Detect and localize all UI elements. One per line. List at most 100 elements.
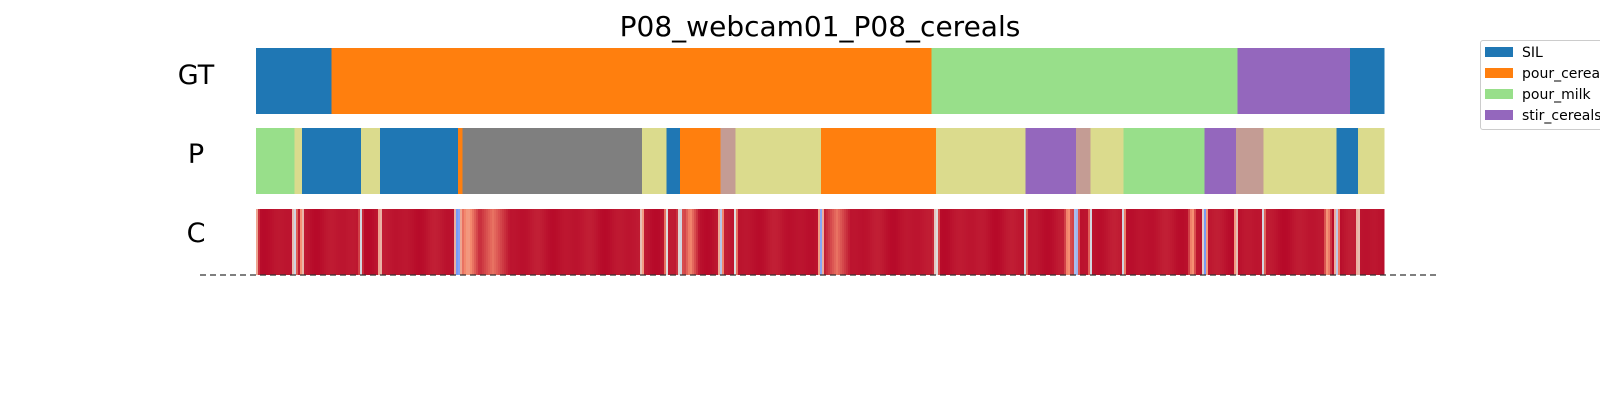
- confidence-cell: [970, 209, 973, 275]
- confidence-cell: [1092, 209, 1095, 275]
- confidence-cell: [464, 209, 467, 275]
- confidence-cell: [1258, 209, 1261, 275]
- confidence-cell: [972, 209, 975, 275]
- confidence-cell: [1142, 209, 1145, 275]
- confidence-cell: [646, 209, 649, 275]
- confidence-cell: [452, 209, 455, 275]
- confidence-cell: [530, 209, 533, 275]
- confidence-cell: [780, 209, 783, 275]
- confidence-cell: [978, 209, 981, 275]
- confidence-cell: [1376, 209, 1379, 275]
- row-label-p: P: [187, 139, 205, 170]
- confidence-cell: [1058, 209, 1061, 275]
- confidence-cell: [474, 209, 477, 275]
- confidence-cell: [1326, 209, 1329, 275]
- confidence-cell: [1136, 209, 1139, 275]
- confidence-cell: [752, 209, 755, 275]
- confidence-cell: [1314, 209, 1317, 275]
- confidence-cell: [1056, 209, 1059, 275]
- confidence-cell: [728, 209, 731, 275]
- confidence-cell: [698, 209, 701, 275]
- confidence-cell: [938, 209, 941, 275]
- confidence-cell: [876, 209, 879, 275]
- confidence-cell: [800, 209, 803, 275]
- segment-p-10: [720, 128, 736, 194]
- confidence-cell: [590, 209, 593, 275]
- confidence-cell: [816, 209, 819, 275]
- confidence-cell: [470, 209, 473, 275]
- confidence-cell: [846, 209, 849, 275]
- confidence-cell: [488, 209, 491, 275]
- confidence-cell: [942, 209, 945, 275]
- confidence-cell: [576, 209, 579, 275]
- confidence-cell: [670, 209, 673, 275]
- confidence-cell: [1086, 209, 1089, 275]
- confidence-cell: [1360, 209, 1363, 275]
- confidence-cell: [1150, 209, 1153, 275]
- confidence-cell: [878, 209, 881, 275]
- confidence-cell: [1188, 209, 1191, 275]
- segment-p-0: [256, 128, 295, 194]
- confidence-cell: [944, 209, 947, 275]
- confidence-cell: [1364, 209, 1367, 275]
- confidence-cell: [310, 209, 313, 275]
- confidence-cell: [518, 209, 521, 275]
- confidence-cell: [672, 209, 675, 275]
- confidence-cell: [1106, 209, 1109, 275]
- confidence-cell: [1206, 209, 1209, 275]
- confidence-cell: [804, 209, 807, 275]
- confidence-cell: [328, 209, 331, 275]
- confidence-cell: [494, 209, 497, 275]
- confidence-cell: [1000, 209, 1003, 275]
- confidence-cell: [1074, 209, 1077, 275]
- confidence-cell: [438, 209, 441, 275]
- confidence-cell: [562, 209, 565, 275]
- confidence-cell: [1288, 209, 1291, 275]
- confidence-cell: [1160, 209, 1163, 275]
- segment-gt-0: [256, 48, 333, 114]
- confidence-cell: [838, 209, 841, 275]
- confidence-cell: [358, 209, 361, 275]
- legend-label-pour-cereals: pour_cereals: [1522, 66, 1600, 82]
- confidence-cell: [1238, 209, 1241, 275]
- confidence-cell: [484, 209, 487, 275]
- confidence-cell: [786, 209, 789, 275]
- confidence-cell: [638, 209, 641, 275]
- confidence-cell: [1162, 209, 1165, 275]
- confidence-cell: [864, 209, 867, 275]
- confidence-cell: [306, 209, 309, 275]
- confidence-cell: [1232, 209, 1235, 275]
- confidence-cell: [456, 209, 459, 275]
- confidence-cell: [1082, 209, 1085, 275]
- confidence-cell: [300, 209, 303, 275]
- confidence-cell: [982, 209, 985, 275]
- confidence-cell: [338, 209, 341, 275]
- confidence-cell: [962, 209, 965, 275]
- confidence-cell: [824, 209, 827, 275]
- confidence-cell: [266, 209, 269, 275]
- confidence-cell: [718, 209, 721, 275]
- confidence-cell: [270, 209, 273, 275]
- confidence-cell: [524, 209, 527, 275]
- confidence-cell: [1002, 209, 1005, 275]
- legend-item-stir-cereals: stir_cereals: [1485, 108, 1600, 128]
- confidence-cell: [1144, 209, 1147, 275]
- confidence-cell: [448, 209, 451, 275]
- confidence-cell: [1212, 209, 1215, 275]
- confidence-cell: [842, 209, 845, 275]
- confidence-cell: [1020, 209, 1023, 275]
- confidence-cell: [1222, 209, 1225, 275]
- confidence-cell: [976, 209, 979, 275]
- confidence-cell: [522, 209, 525, 275]
- confidence-cell: [262, 209, 265, 275]
- confidence-cell: [552, 209, 555, 275]
- confidence-cell: [324, 209, 327, 275]
- confidence-cell: [1336, 209, 1339, 275]
- confidence-cell: [1268, 209, 1271, 275]
- confidence-cell: [382, 209, 385, 275]
- confidence-cell: [1254, 209, 1257, 275]
- confidence-cell: [1284, 209, 1287, 275]
- confidence-cell: [406, 209, 409, 275]
- confidence-cell: [820, 209, 823, 275]
